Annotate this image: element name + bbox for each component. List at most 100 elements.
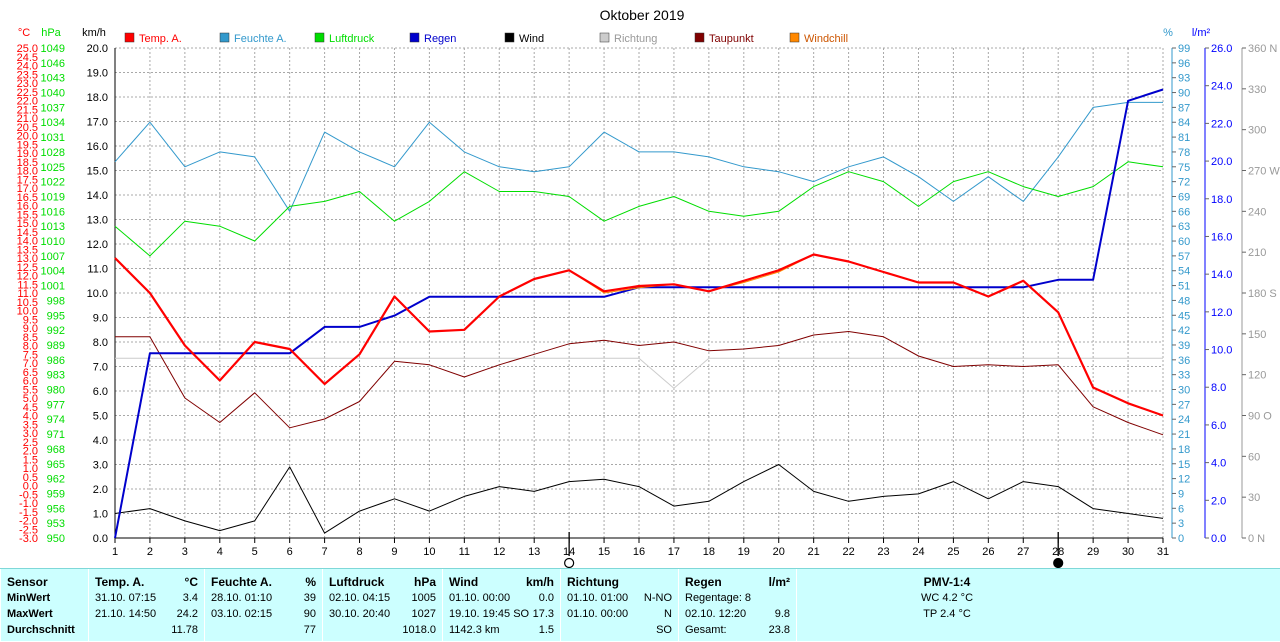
y-tick-label: 51 — [1178, 281, 1190, 293]
y-tick-label: 9.0 — [23, 323, 38, 335]
y-tick-label: 18.5 — [17, 157, 38, 169]
x-tick-label: 8 — [356, 546, 362, 558]
y-tick-label: 15 — [1178, 459, 1190, 471]
stats-sensor-column: Sensor MinWert MaxWert Durchschnitt — [0, 569, 88, 642]
stats-pmv-column: PMV-1:4 WC 4.2 °C TP 2.4 °C — [796, 569, 1280, 642]
y-tick-label: 360 N — [1248, 43, 1277, 55]
y-tick-label: 90 O — [1248, 411, 1272, 423]
rain-max-value: 9.8 — [774, 608, 790, 620]
y-tick-label: 1004 — [41, 266, 65, 278]
stats-direction-column: Richtung 01.10. 01:00 N-NO 01.10. 00:00 N … — [560, 569, 678, 642]
y-tick-label: 14.5 — [17, 227, 38, 239]
series-line-temp-a — [114, 253, 1164, 417]
chart-series — [114, 88, 1164, 539]
y-tick-label: 959 — [47, 488, 65, 500]
y-tick-label: 2.0 — [93, 484, 108, 496]
sensor-title: Sensor — [7, 575, 48, 589]
y-tick-label: 17.0 — [87, 117, 108, 129]
rain-max-time: 02.10. 12:20 — [685, 608, 747, 620]
y-tick-label: 5.0 — [93, 411, 108, 423]
axis-unit-label: °C — [18, 27, 30, 39]
humidity-avg-value: 77 — [303, 624, 316, 636]
y-tick-label: -1.0 — [19, 498, 38, 510]
temp-avg-value: 11.78 — [171, 624, 198, 636]
y-tick-label: 6.5 — [23, 367, 38, 379]
min-label: MinWert — [7, 592, 51, 604]
axis-unit-label: % — [1163, 27, 1173, 39]
legend-swatch — [219, 32, 230, 43]
y-tick-label: 3.0 — [93, 460, 108, 472]
y-tick-label: 66 — [1178, 206, 1190, 218]
y-tick-label: 84 — [1178, 117, 1190, 129]
y-tick-label: 18 — [1178, 444, 1190, 456]
y-tick-label: 1034 — [41, 117, 65, 129]
pmv-dewpoint: TP 2.4 °C — [923, 608, 971, 620]
x-tick-label: 31 — [1157, 546, 1169, 558]
y-tick-label: -0.5 — [19, 489, 38, 501]
y-tick-label: 5.5 — [23, 384, 38, 396]
y-tick-label: 8.0 — [93, 337, 108, 349]
x-tick-label: 3 — [182, 546, 188, 558]
y-tick-label: 1046 — [41, 58, 65, 70]
y-tick-label: 6.0 — [93, 386, 108, 398]
pressure-unit: hPa — [413, 575, 436, 589]
x-tick-label: 26 — [982, 546, 994, 558]
legend-swatch — [124, 32, 135, 43]
rain-unit: l/m² — [768, 575, 790, 589]
y-tick-label: 950 — [47, 533, 65, 545]
pressure-min-value: 1005 — [411, 592, 436, 604]
pmv-title: PMV-1:4 — [923, 575, 971, 589]
y-tick-label: 1025 — [41, 162, 65, 174]
y-tick-label: 93 — [1178, 73, 1190, 85]
x-tick-label: 20 — [773, 546, 785, 558]
y-tick-label: 270 W — [1248, 166, 1280, 178]
legend-label: Temp. A. — [139, 33, 182, 45]
y-tick-label: 1013 — [41, 221, 65, 233]
y-tick-label: 19.5 — [17, 139, 38, 151]
y-tick-label: 3.5 — [23, 419, 38, 431]
legend-label: Luftdruck — [329, 33, 375, 45]
legend-label: Feuchte A. — [234, 33, 287, 45]
direction-title: Richtung — [567, 575, 619, 589]
y-tick-label: 1043 — [41, 73, 65, 85]
x-tick-label: 17 — [668, 546, 680, 558]
stats-wind-column: Wind km/h 01.10. 00:00 0.0 19.10. 19:45 SO… — [442, 569, 560, 642]
x-tick-label: 5 — [252, 546, 258, 558]
legend-swatch — [599, 32, 610, 43]
y-tick-label: 39 — [1178, 340, 1190, 352]
x-tick-label: 25 — [947, 546, 959, 558]
pressure-title: Luftdruck — [329, 575, 385, 589]
x-tick-label: 11 — [459, 546, 470, 558]
y-tick-label: 956 — [47, 503, 65, 515]
direction-min-value: N-NO — [643, 592, 672, 604]
legend-label: Wind — [519, 33, 544, 45]
y-tick-label: 18.0 — [17, 166, 38, 178]
stats-pressure-column: Luftdruck hPa 02.10. 04:15 1005 30.10. 20:… — [322, 569, 442, 642]
y-tick-label: 22.0 — [1211, 118, 1232, 130]
y-tick-label: 240 — [1248, 206, 1266, 218]
humidity-unit: % — [305, 575, 316, 589]
pressure-avg-value: 1018.0 — [402, 624, 436, 636]
y-tick-label: 3.0 — [23, 428, 38, 440]
y-tick-label: 96 — [1178, 58, 1190, 70]
y-tick-label: 12.5 — [17, 262, 38, 274]
y-tick-label: 986 — [47, 355, 65, 367]
legend-swatch — [314, 32, 325, 43]
y-tick-label: 17.5 — [17, 174, 38, 186]
y-tick-label: 13.5 — [17, 244, 38, 256]
y-tick-label: 1049 — [41, 43, 65, 55]
y-tick-label: 16.0 — [1211, 231, 1232, 243]
direction-max-value: N — [664, 608, 672, 620]
legend-swatch — [789, 32, 800, 43]
y-tick-label: 30 — [1248, 492, 1260, 504]
y-tick-label: 330 — [1248, 84, 1266, 96]
pressure-max-value: 1027 — [411, 608, 436, 620]
y-tick-label: 1001 — [41, 281, 65, 293]
y-tick-label: 8.5 — [23, 332, 38, 344]
temp-max-value: 24.2 — [176, 608, 198, 620]
y-tick-label: 21.0 — [17, 113, 38, 125]
new-moon-icon — [1053, 557, 1064, 568]
y-tick-label: 8.0 — [23, 341, 38, 353]
y-tick-label: 20.0 — [17, 131, 38, 143]
wind-max-value: 17.3 — [532, 608, 554, 620]
